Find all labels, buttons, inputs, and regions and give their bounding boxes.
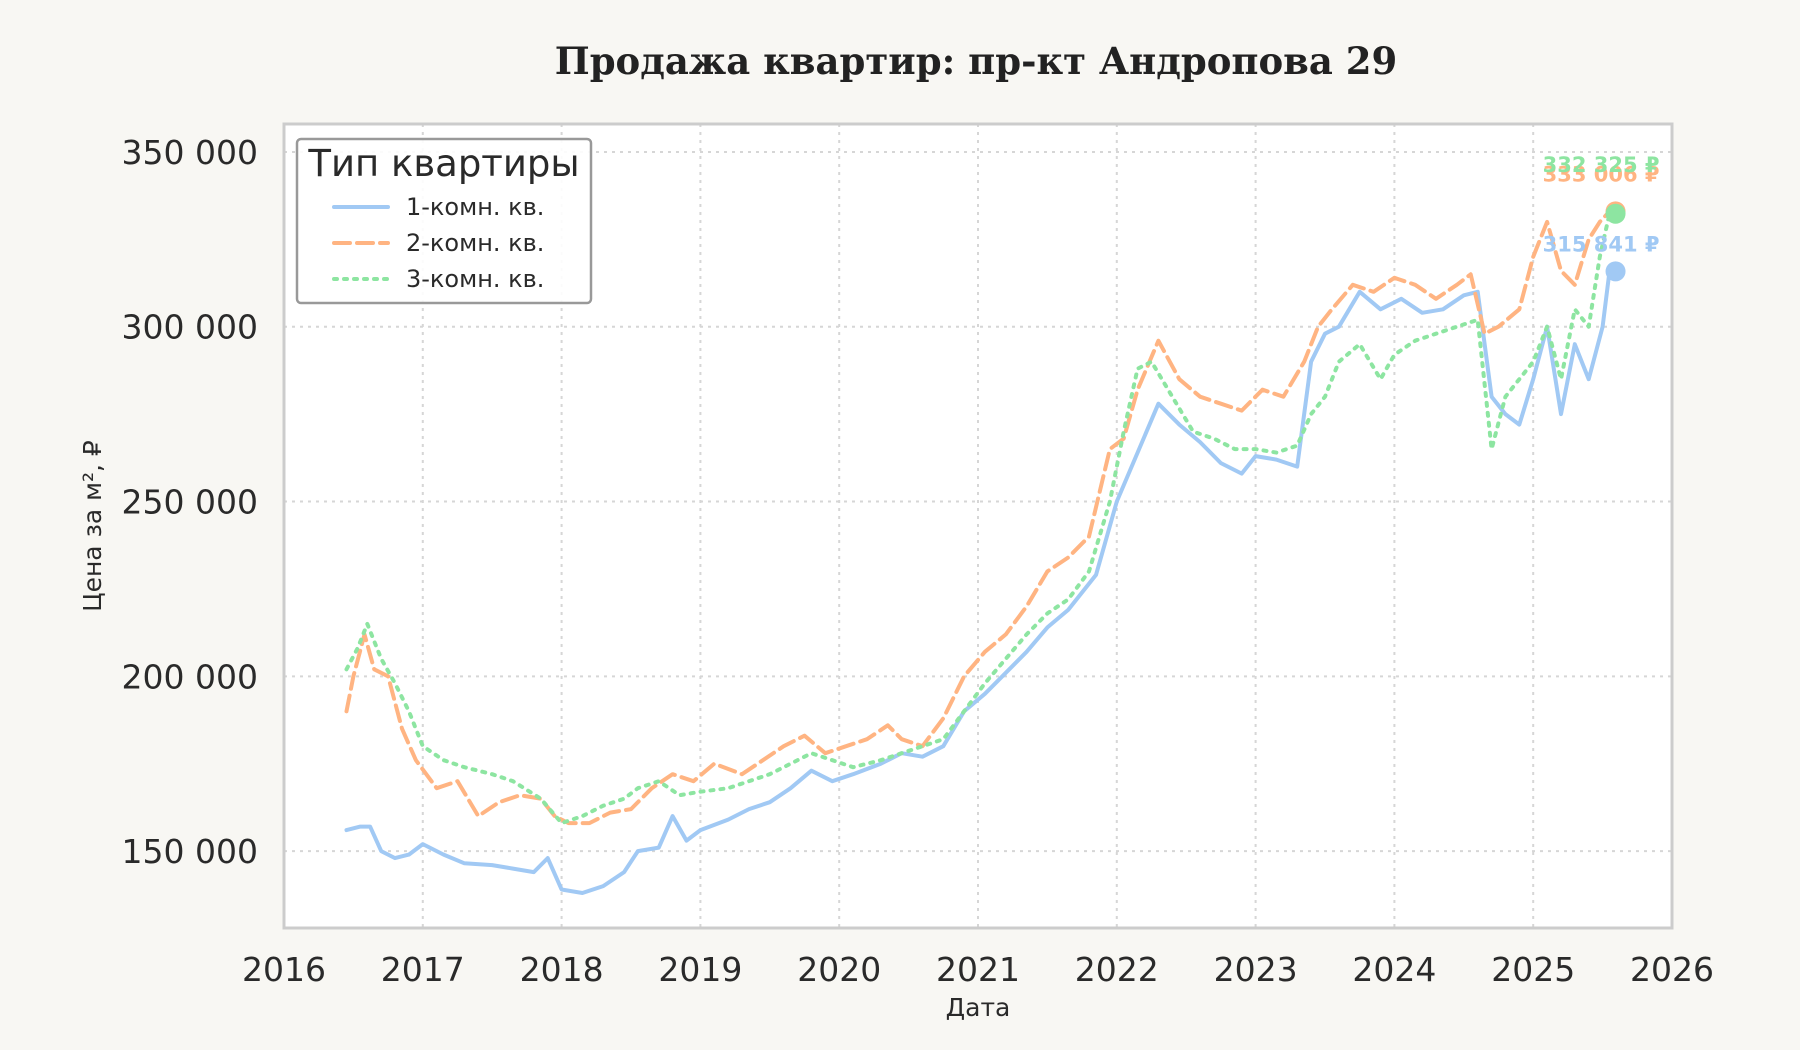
series-end-marker-3 <box>1605 203 1626 224</box>
series-line-2 <box>344 209 1612 826</box>
x-tick-label: 2021 <box>936 950 1020 989</box>
y-axis-label: Цена за м², ₽ <box>78 440 107 612</box>
plot-frame <box>282 122 1674 930</box>
x-tick-label: 2025 <box>1491 950 1575 989</box>
x-tick-label: 2017 <box>381 950 465 989</box>
series-end-label-2: 333 006 ₽ <box>1543 162 1660 186</box>
x-tick-label: 2016 <box>242 950 326 989</box>
legend-label-2-room: 2-комн. кв. <box>406 229 544 257</box>
legend-box <box>295 137 593 305</box>
y-tick-label: 150 000 <box>122 832 258 871</box>
x-axis-label: Дата <box>946 993 1011 1022</box>
series-end-label-1: 315 841 ₽ <box>1543 232 1660 256</box>
y-tick-label: 350 000 <box>122 133 258 172</box>
series-layer <box>344 209 1612 895</box>
x-tick-label: 2020 <box>797 950 881 989</box>
legend: Тип квартиры 1-комн. кв. 2-комн. кв. 3-к… <box>295 137 593 305</box>
legend-title: Тип квартиры <box>307 142 579 185</box>
chart-title: Продажа квартир: пр-кт Андропова 29 <box>555 39 1397 83</box>
x-tick-label: 2024 <box>1352 950 1436 989</box>
x-tick-label: 2022 <box>1075 950 1159 989</box>
y-axis-ticks: 150 000 200 000 250 000 300 000 350 000 <box>122 133 258 871</box>
x-tick-label: 2023 <box>1214 950 1298 989</box>
series-line-1 <box>344 269 1612 895</box>
x-axis-ticks: 2016 2017 2018 2019 2020 2021 2022 2023 2024 2025… <box>242 950 1714 989</box>
legend-label-3-room: 3-комн. кв. <box>406 265 544 293</box>
x-tick-label: 2026 <box>1630 950 1714 989</box>
y-tick-label: 300 000 <box>122 308 258 347</box>
x-tick-label: 2018 <box>520 950 604 989</box>
x-tick-label: 2019 <box>658 950 742 989</box>
series-line-3 <box>344 211 1612 826</box>
y-tick-label: 200 000 <box>122 657 258 696</box>
legend-label-1-room: 1-комн. кв. <box>406 193 544 221</box>
y-tick-label: 250 000 <box>122 483 258 522</box>
series-end-label-3: 332 325 ₽ <box>1543 153 1660 177</box>
end-markers: 315 841 ₽ 333 006 ₽332 325 ₽ <box>1543 153 1660 282</box>
series-end-marker-1 <box>1605 261 1626 282</box>
